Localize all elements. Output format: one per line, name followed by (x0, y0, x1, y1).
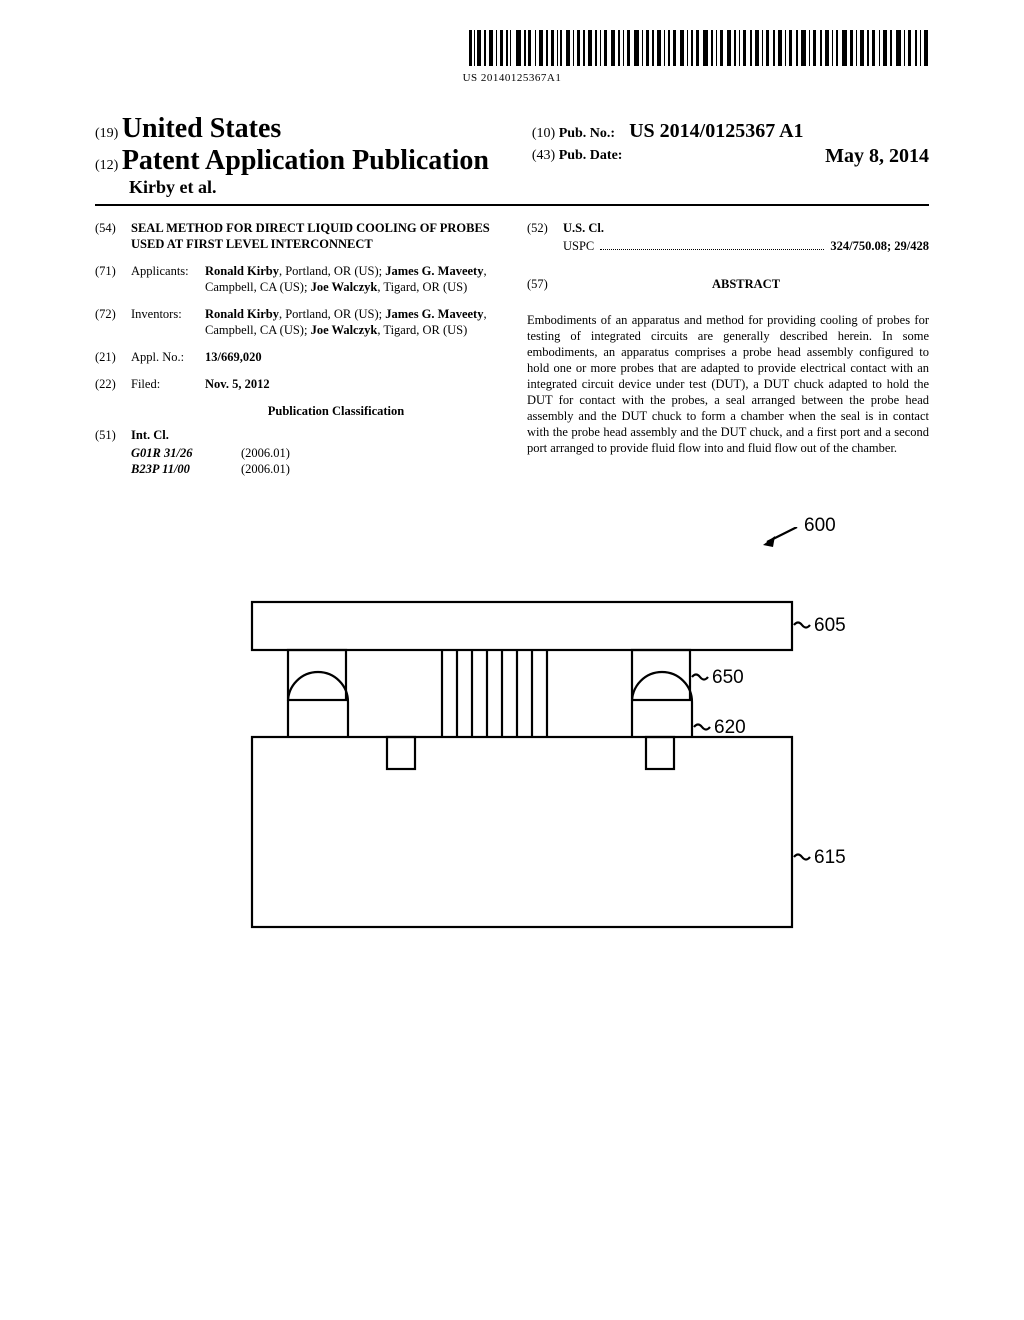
inventors-code: (72) (95, 306, 123, 338)
drawing-label-620: 620 (714, 717, 746, 739)
pub-class-header: Publication Classification (175, 403, 497, 419)
country-code: (19) (95, 126, 118, 141)
patent-drawing: 600 605 650 620 615 (192, 527, 832, 1007)
drawing-label-600: 600 (804, 515, 836, 537)
header-authors: Kirby et al. (95, 177, 532, 198)
pub-no-line: (10) Pub. No.: US 2014/0125367 A1 (532, 120, 929, 145)
filed-label: Filed: (131, 376, 197, 392)
drawing-label-605: 605 (814, 615, 846, 637)
barcode-text: US 20140125367A1 (95, 72, 929, 84)
abstract-code: (57) (527, 276, 555, 302)
uscl-value: 324/750.08; 29/428 (828, 238, 929, 254)
pub-no-code: (10) (532, 126, 555, 141)
applicants-value: Ronald Kirby, Portland, OR (US); James G… (205, 263, 497, 295)
drawing-label-650: 650 (712, 667, 744, 689)
country-line: (19) United States (95, 113, 532, 145)
applno-label: Appl. No.: (131, 349, 197, 365)
intcl-ver-0: (2006.01) (241, 445, 331, 461)
inventors-value: Ronald Kirby, Portland, OR (US); James G… (205, 306, 497, 338)
pub-date-code: (43) (532, 148, 555, 163)
inventors-label: Inventors: (131, 306, 197, 338)
barcode-block: US 20140125367A1 (95, 30, 929, 84)
country-name: United States (122, 113, 281, 144)
intcl-cls-0: G01R 31/26 (131, 445, 241, 461)
intcl-row-0: G01R 31/26 (2006.01) (131, 445, 497, 461)
intcl-ver-1: (2006.01) (241, 461, 331, 477)
filed-code: (22) (95, 376, 123, 392)
pubtype-code: (12) (95, 158, 118, 173)
intcl-code: (51) (95, 427, 123, 443)
header-rule (95, 204, 929, 206)
applicants-code: (71) (95, 263, 123, 295)
pub-date: May 8, 2014 (825, 145, 929, 167)
uscl-sub: USPC (563, 238, 596, 254)
pub-type: Patent Application Publication (122, 145, 489, 176)
filed-value: Nov. 5, 2012 (205, 377, 270, 391)
uscl-label: U.S. Cl. (563, 221, 604, 235)
abstract-header: ABSTRACT (563, 276, 929, 292)
abstract-body: Embodiments of an apparatus and method f… (527, 312, 929, 456)
dot-leader (600, 249, 824, 250)
applno-code: (21) (95, 349, 123, 365)
title-code: (54) (95, 220, 123, 252)
intcl-label: Int. Cl. (131, 428, 169, 442)
drawing-label-615: 615 (814, 847, 846, 869)
pub-date-line: (43) Pub. Date: May 8, 2014 (532, 145, 929, 167)
uscl-code: (52) (527, 220, 555, 236)
invention-title: SEAL METHOD FOR DIRECT LIQUID COOLING OF… (131, 220, 497, 252)
intcl-cls-1: B23P 11/00 (131, 461, 241, 477)
applicants-label: Applicants: (131, 263, 197, 295)
pub-no: US 2014/0125367 A1 (629, 120, 803, 142)
pub-type-line: (12) Patent Application Publication (95, 145, 532, 177)
pub-no-label: Pub. No.: (559, 126, 615, 141)
barcode-graphic (469, 30, 929, 66)
pub-date-label: Pub. Date: (559, 148, 623, 163)
applno-value: 13/669,020 (205, 350, 262, 364)
intcl-row-1: B23P 11/00 (2006.01) (131, 461, 497, 477)
